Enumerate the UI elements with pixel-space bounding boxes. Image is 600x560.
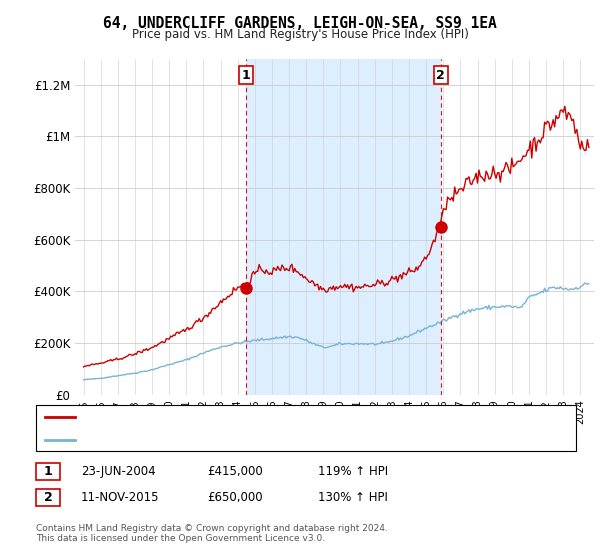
- Text: 64, UNDERCLIFF GARDENS, LEIGH-ON-SEA, SS9 1EA: 64, UNDERCLIFF GARDENS, LEIGH-ON-SEA, SS…: [103, 16, 497, 31]
- Text: 2: 2: [44, 491, 52, 504]
- Text: £415,000: £415,000: [207, 465, 263, 478]
- Text: 64, UNDERCLIFF GARDENS, LEIGH-ON-SEA, SS9 1EA (semi-detached house): 64, UNDERCLIFF GARDENS, LEIGH-ON-SEA, SS…: [81, 412, 475, 422]
- Text: £650,000: £650,000: [207, 491, 263, 504]
- Text: 2: 2: [436, 69, 445, 82]
- Text: 23-JUN-2004: 23-JUN-2004: [81, 465, 155, 478]
- Text: 1: 1: [241, 69, 250, 82]
- Bar: [246, 59, 441, 395]
- Text: HPI: Average price, semi-detached house, Southend-on-Sea: HPI: Average price, semi-detached house,…: [81, 435, 393, 445]
- Text: 119% ↑ HPI: 119% ↑ HPI: [318, 465, 388, 478]
- Text: Price paid vs. HM Land Registry's House Price Index (HPI): Price paid vs. HM Land Registry's House …: [131, 28, 469, 41]
- Text: 130% ↑ HPI: 130% ↑ HPI: [318, 491, 388, 504]
- Text: 11-NOV-2015: 11-NOV-2015: [81, 491, 160, 504]
- Text: 1: 1: [44, 465, 52, 478]
- Text: Contains HM Land Registry data © Crown copyright and database right 2024.
This d: Contains HM Land Registry data © Crown c…: [36, 524, 388, 543]
